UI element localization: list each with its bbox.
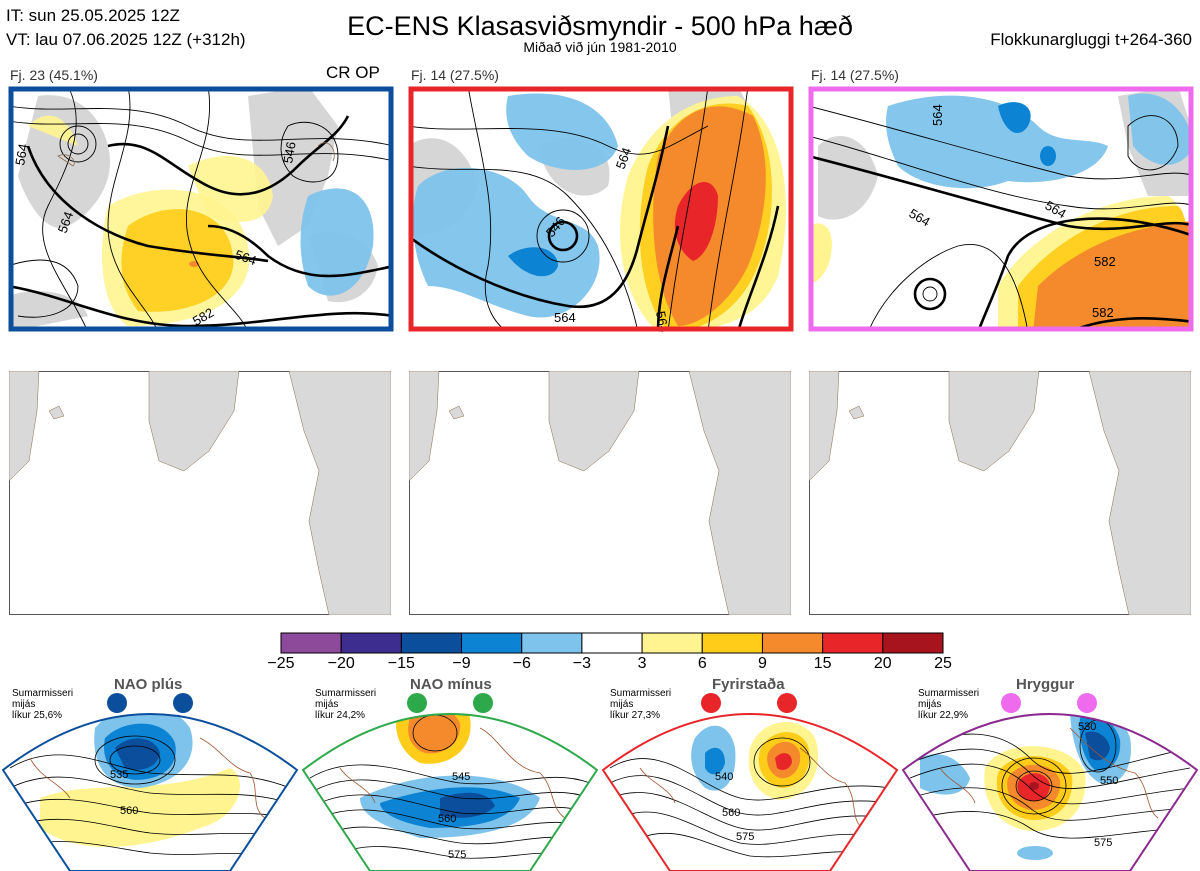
page-title: EC-ENS Klasasviðsmyndir - 500 hPa hæð [347, 11, 853, 41]
colorbar-tick-label: 20 [873, 655, 892, 672]
valid-time: VT: lau 07.06.2025 12Z (+312h) [6, 30, 246, 49]
colorbar [280, 632, 944, 654]
init-time: IT: sun 25.05.2025 12Z [6, 6, 180, 25]
blank-map-1 [9, 371, 391, 615]
regime-4-title: Hryggur [1016, 676, 1075, 693]
colorbar-swatch [822, 632, 884, 654]
colorbar-tick-label: −9 [452, 655, 471, 672]
panel-1-border [8, 86, 394, 332]
regime-2-contour-label: 545 [452, 771, 470, 783]
colorbar-tick-label: −15 [387, 655, 415, 672]
regime-3-contour-label: 540 [715, 771, 733, 783]
cluster-map-3: 564 564 582 582 564 [808, 86, 1194, 332]
colorbar-tick-label: −20 [327, 655, 355, 672]
colorbar-swatch [521, 632, 583, 654]
colorbar-swatch [761, 632, 824, 654]
panel-3-contour-label: 564 [930, 104, 945, 126]
regime-2-map: 545 560 575 [301, 693, 599, 871]
colorbar-tick-label: −3 [572, 655, 592, 672]
regime-4-dot [1001, 693, 1021, 713]
colorbar-swatch [701, 632, 763, 654]
regime-3-dot [777, 693, 797, 713]
regime-4-dot [1077, 693, 1097, 713]
regime-1-title: NAO plús [114, 676, 183, 693]
panel-1-tag: CR OP [326, 63, 380, 82]
regime-3-note: Sumarmisseri mijás líkur 27,3% [610, 688, 672, 721]
colorbar-tick-label: 6 [697, 655, 707, 672]
panel-1-contour-label: 564 [55, 210, 77, 236]
blank-map-3 [809, 371, 1191, 615]
panel-2-label: Fj. 14 (27.5%) [411, 67, 499, 83]
panel-2-contour-label: 564 [653, 310, 672, 332]
regime-4-contour-label: 575 [1094, 837, 1112, 849]
panel-2-contour-label: 564 [613, 146, 635, 172]
panel-1-label: Fj. 23 (45.1%) [10, 67, 98, 83]
regime-4-map: 530 550 575 [901, 693, 1199, 871]
panel-3-border [808, 86, 1194, 332]
regime-1-dot [107, 693, 127, 713]
colorbar-tick-label: −6 [512, 655, 531, 672]
regime-2-note: Sumarmisseri mijás líkur 24,2% [315, 688, 377, 721]
colorbar-swatch [461, 632, 523, 654]
regime-3-contour-label: 575 [736, 831, 754, 843]
regime-3-title: Fyrirstaða [712, 676, 785, 693]
regime-1-map: 535 560 [1, 693, 299, 871]
regime-3-dot [701, 693, 721, 713]
blank-map-2 [409, 371, 791, 615]
colorbar-tick-label: 15 [813, 655, 832, 672]
panel-2-border [408, 86, 794, 332]
regime-1-contour-label: 535 [110, 769, 128, 781]
panel-3-contour-label: 582 [1092, 305, 1114, 320]
regime-3-contour-label: 560 [722, 807, 740, 819]
regime-2-title: NAO mínus [410, 676, 492, 693]
regime-2-contour-label: 560 [438, 813, 456, 825]
colorbar-swatch [400, 632, 463, 654]
regime-1-note: Sumarmisseri mijás líkur 25,6% [12, 688, 74, 721]
colorbar-tick-label: 25 [934, 655, 952, 672]
colorbar-tick-label: 9 [758, 655, 767, 672]
colorbar-swatch [641, 632, 703, 654]
regime-2-dot [407, 693, 427, 713]
colorbar-swatch [882, 632, 944, 654]
regime-4-contour-label: 550 [1100, 775, 1118, 787]
regime-1-contour-label: 560 [120, 805, 138, 817]
regime-4-contour-label: 530 [1078, 721, 1096, 733]
colorbar-swatch [280, 632, 342, 654]
regime-4-note: Sumarmisseri mijás líkur 22,9% [918, 688, 980, 721]
panel-1-contour-label: 564 [12, 143, 31, 167]
panel-2-contour-label: 564 [554, 310, 576, 325]
panel-1-contour-label: 564 [233, 247, 259, 269]
panel-3-contour-label: 582 [1094, 254, 1116, 269]
colorbar-swatch [581, 632, 643, 654]
page-subtitle: Miðað við jún 1981-2010 [523, 39, 677, 55]
panel-1-contour-label: 546 [280, 141, 299, 165]
cluster-map-1: 564 564 564 582 546 [8, 86, 394, 332]
panel-3-label: Fj. 14 (27.5%) [811, 67, 899, 83]
colorbar-swatch [340, 632, 402, 654]
cluster-map-2: 546 564 564 564 [408, 86, 794, 332]
classification-window: Flokkunargluggi t+264-360 [990, 30, 1192, 49]
regime-2-contour-label: 575 [448, 849, 466, 861]
colorbar-tick-label: −25 [267, 655, 295, 672]
regime-2-dot [473, 693, 493, 713]
regime-3-map: 540 560 575 [601, 693, 899, 871]
colorbar-tick-label: 3 [637, 655, 647, 672]
regime-1-dot [173, 693, 193, 713]
